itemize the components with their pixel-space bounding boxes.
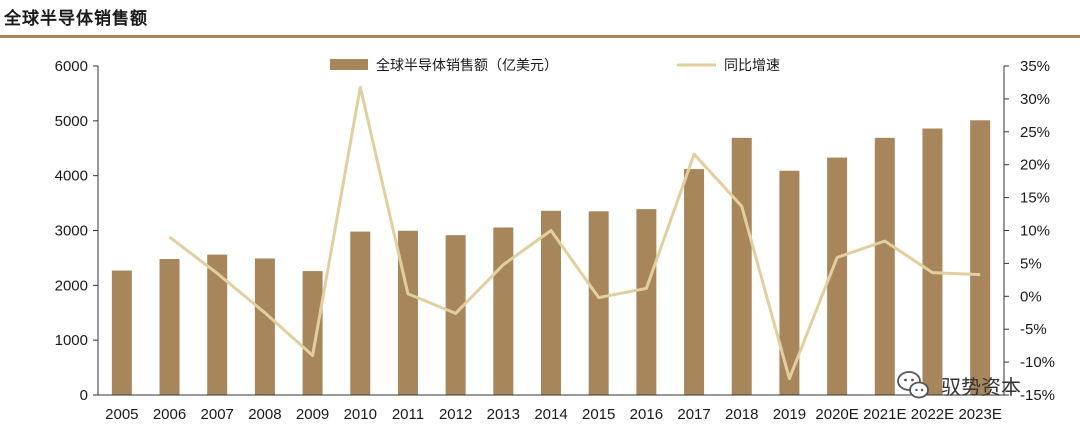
wechat-icon (897, 371, 929, 399)
bar (970, 120, 991, 395)
legend-bar-swatch (330, 59, 368, 70)
x-tick-label: 2022E (911, 406, 954, 423)
x-tick-label: 2011 (392, 406, 424, 423)
x-tick-label: 2013 (487, 406, 520, 423)
right-tick-label: 15% (1020, 190, 1050, 207)
bar (207, 254, 228, 395)
right-tick-label: 30% (1020, 91, 1050, 108)
x-tick-label: 2008 (248, 406, 281, 423)
bar (111, 270, 132, 395)
right-axis-ticks: -15% -10% -5% 0% 5% 10% 15% 20% 25% 30% 35% (1004, 58, 1055, 404)
right-tick-label: 0% (1020, 288, 1042, 305)
right-tick-label: 25% (1020, 124, 1050, 141)
bar (159, 259, 180, 395)
x-tick-label: 2010 (344, 406, 377, 423)
bar (874, 137, 895, 395)
x-axis-ticks: 2005 2006 2007 2008 2009 2010 2011 2012 2013 2014… (105, 406, 1002, 423)
title-rule (0, 35, 1080, 38)
x-tick-label: 2021E (863, 406, 906, 423)
bar (493, 227, 514, 395)
bar (636, 209, 657, 395)
right-tick-label: 35% (1020, 58, 1050, 75)
bar (254, 258, 275, 395)
bar (731, 137, 752, 395)
bar (922, 128, 943, 395)
x-tick-label: 2023E (958, 406, 1001, 423)
right-tick-label: -10% (1020, 354, 1055, 371)
watermark: 驭势资本 (897, 371, 1021, 399)
x-tick-label: 2015 (582, 406, 615, 423)
x-tick-label: 2012 (439, 406, 472, 423)
bar (350, 231, 371, 395)
left-tick-label: 5000 (55, 113, 88, 130)
x-tick-label: 2007 (201, 406, 234, 423)
right-tick-label: -5% (1020, 321, 1047, 338)
growth-rate-line (168, 85, 981, 381)
right-tick-label: 10% (1020, 223, 1050, 240)
page-title: 全球半导体销售额 (4, 9, 148, 29)
watermark-text: 驭势资本 (941, 375, 1021, 399)
x-tick-label: 2014 (534, 406, 567, 423)
x-tick-label: 2016 (630, 406, 663, 423)
bar (302, 271, 323, 395)
left-tick-label: 3000 (55, 223, 88, 240)
bar (445, 235, 466, 395)
bar (684, 169, 705, 395)
right-tick-label: 20% (1020, 157, 1050, 174)
x-tick-label: 2009 (296, 406, 329, 423)
right-tick-label: 5% (1020, 255, 1042, 272)
x-tick-label: 2005 (105, 406, 138, 423)
bar (588, 211, 609, 395)
x-tick-label: 2018 (725, 406, 758, 423)
legend: 全球半导体销售额（亿美元） 同比增速 (330, 57, 780, 74)
left-tick-label: 1000 (55, 332, 88, 349)
x-tick-label: 2020E (815, 406, 858, 423)
legend-line-label: 同比增速 (724, 58, 780, 74)
left-tick-label: 0 (80, 387, 88, 404)
bar (541, 210, 561, 395)
left-tick-label: 4000 (55, 168, 88, 185)
left-tick-label: 6000 (55, 58, 88, 75)
x-tick-label: 2017 (677, 406, 710, 423)
x-tick-label: 2006 (153, 406, 186, 423)
x-tick-label: 2019 (773, 406, 806, 423)
bar-series (111, 120, 991, 395)
legend-bar-label: 全球半导体销售额（亿美元） (376, 57, 558, 74)
right-tick-label: -15% (1020, 387, 1055, 404)
bar (827, 157, 848, 395)
left-tick-label: 2000 (55, 277, 88, 294)
bar (779, 170, 800, 395)
left-axis-ticks: 0 1000 2000 3000 4000 5000 6000 (55, 58, 98, 404)
bar (397, 230, 418, 395)
